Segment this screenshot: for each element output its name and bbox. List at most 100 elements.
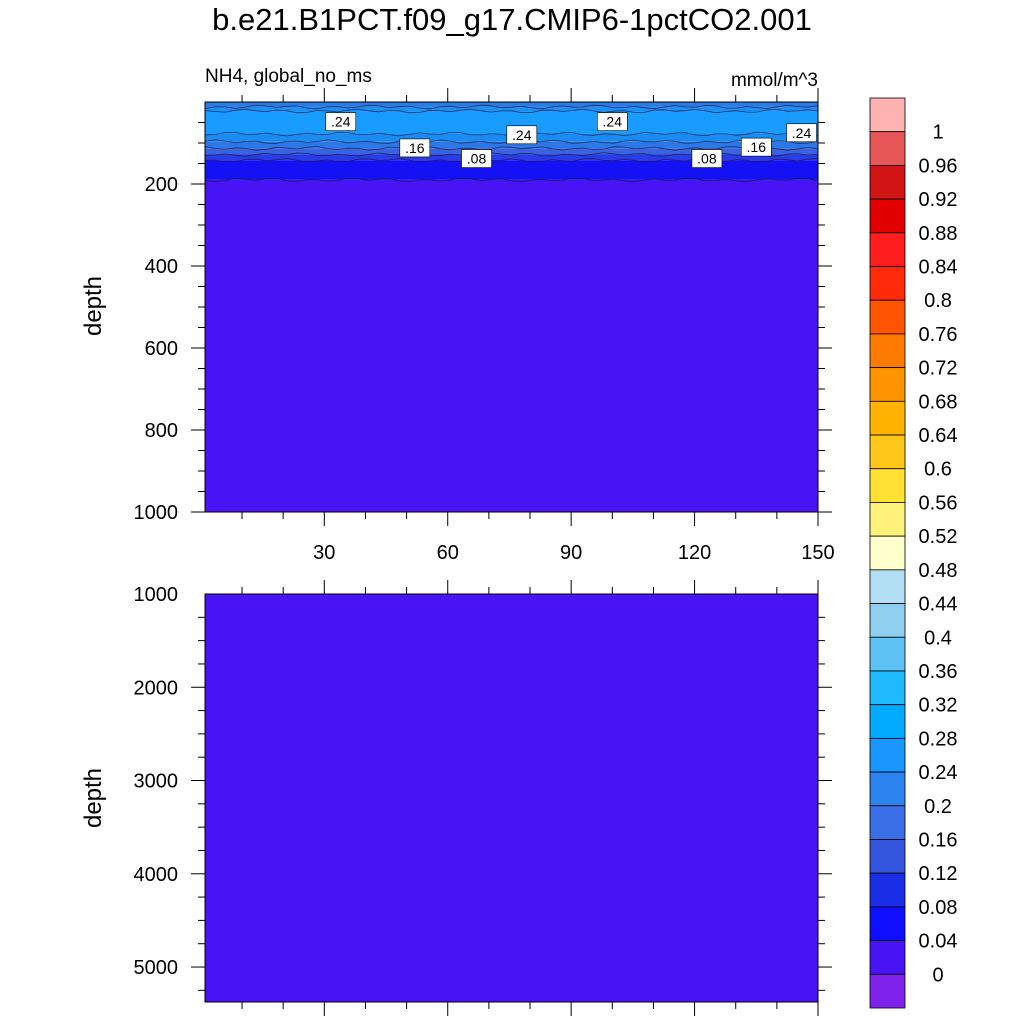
contour-line [204,146,819,151]
svg-text:.24: .24 [792,125,812,141]
x-tick-label: 30 [313,542,335,564]
colorbar-label: 0.24 [919,762,958,784]
upper-contour-bands [205,102,818,512]
contour-band [205,141,818,149]
x-tick-label: 90 [560,542,582,564]
y-tick-label: 1000 [134,584,179,606]
colorbar-label: 0.2 [924,796,952,818]
y-tick-label: 200 [145,174,178,196]
colorbar-label: 0.32 [919,695,958,717]
colorbar-label: 0.96 [919,155,958,177]
upper-y-axis-label: depth [80,276,107,336]
colorbar-swatch [869,704,906,739]
svg-text:.08: .08 [467,151,487,167]
svg-text:.16: .16 [747,139,767,155]
upper-y-axis: 200 400 600 800 1000 [134,122,832,524]
colorbar-label: 0.64 [919,425,958,447]
colorbar-swatch [869,266,906,301]
upper-contour-labels: .24 .16 .08 .24 .24 .08 .16 .24 [325,112,817,168]
lower-y-axis: 1000 2000 3000 4000 5000 [134,584,832,991]
colorbar-swatch [869,400,906,436]
colorbar-swatch [869,165,906,200]
contour-label: .16 [399,138,431,158]
colorbar-label: 0.8 [924,290,952,312]
colorbar-label: 0.6 [924,459,952,481]
colorbar-swatch [869,805,906,840]
svg-text:.24: .24 [331,114,351,130]
colorbar-label: 0 [932,964,943,986]
colorbar-label: 0.16 [919,829,958,851]
contour-label: .16 [740,137,772,157]
contour-band [205,154,818,161]
colorbar-swatch [869,535,906,571]
colorbar-swatch [869,569,906,604]
y-tick-label: 3000 [134,771,179,793]
colorbar-swatch [869,299,906,335]
colorbar-label: 0.52 [919,526,958,548]
y-tick-label: 600 [145,338,178,360]
colorbar-swatch [869,502,906,537]
colorbar-swatch [869,839,906,874]
x-tick-label: 60 [437,542,459,564]
colorbar-swatch [869,771,906,807]
contour-label: .08 [691,149,723,168]
lower-y-axis-label: depth [80,768,107,828]
contour-band [205,148,818,155]
contour-band [205,160,818,180]
contour-band [205,106,818,112]
colorbar-label: 0.92 [919,189,958,211]
y-tick-label: 1000 [134,502,179,524]
colorbar-swatch [869,333,906,369]
x-tick-label: 120 [678,542,711,564]
colorbar-label: 0.28 [919,728,958,750]
svg-text:.24: .24 [603,114,623,130]
y-tick-label: 400 [145,256,178,278]
contour-label: .24 [596,112,628,131]
colorbar-swatch [869,468,906,503]
contour-label: .08 [461,149,492,168]
colorbar-swatch [869,670,906,706]
contour-line [204,108,819,114]
colorbar-label: 0.72 [919,358,958,380]
colorbar-label: 0.12 [919,863,958,885]
colorbar-label: 0.56 [919,492,958,514]
svg-text:.24: .24 [512,127,532,143]
y-tick-label: 5000 [134,957,179,979]
colorbar-swatch [869,737,906,773]
colorbar-label: 1 [932,122,943,144]
x-tick-label: 150 [801,542,834,564]
lower-contour-fill [205,594,818,1002]
svg-text:.16: .16 [405,140,425,156]
colorbar: 1 0.96 0.92 0.88 0.84 0.8 0.76 0.72 0.68 0.64 0.6 0… [869,97,958,1009]
colorbar-swatch [869,636,906,672]
colorbar-swatch [869,973,906,1009]
subtitle-left: NH4, global_no_ms [205,66,372,87]
contour-band [205,179,818,512]
colorbar-label: 0.48 [919,560,958,582]
colorbar-swatch [869,97,906,133]
colorbar-swatch [869,434,906,470]
colorbar-swatch [869,603,906,638]
lower-panel: 1000 2000 3000 4000 5000 depth [80,580,832,1016]
contour-band [205,111,818,134]
lower-x-axis [241,580,819,1016]
contour-label: .24 [786,123,817,143]
svg-text:.08: .08 [697,151,717,167]
lower-plot-frame [204,593,819,1003]
colorbar-swatch [869,872,906,908]
colorbar-label: 0.04 [919,931,958,953]
colorbar-label: 0.76 [919,324,958,346]
colorbar-label: 0.44 [919,594,958,616]
upper-x-axis: 30 60 90 120 150 [241,88,835,564]
colorbar-label: 0.68 [919,391,958,413]
colorbar-label: 0.08 [919,897,958,919]
contour-line [204,177,819,183]
colorbar-swatch [869,131,906,166]
colorbar-swatch [869,940,906,975]
units-label: mmol/m^3 [731,70,818,91]
y-tick-label: 4000 [134,864,179,886]
y-tick-label: 800 [145,420,178,442]
contour-band [205,102,818,107]
upper-panel: NH4, global_no_ms mmol/m^3 .24 .16 .08 .24.… [80,66,835,564]
